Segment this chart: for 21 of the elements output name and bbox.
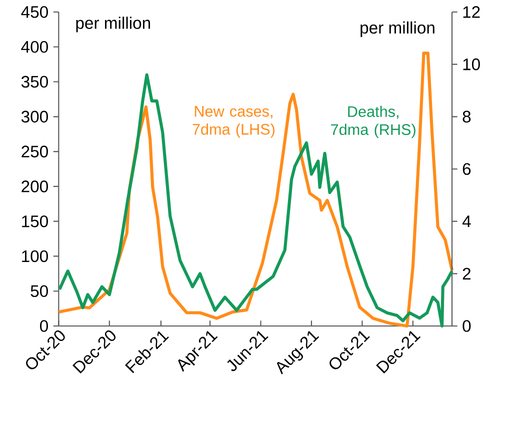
y-tick-label: 250: [22, 146, 48, 158]
y-tick-label: 300: [21, 110, 48, 123]
y-axis-title: per million: [76, 16, 150, 32]
y-tick-label: 350: [21, 76, 48, 88]
y-tick-label: 200: [22, 180, 48, 192]
y-tick-label: 400: [21, 40, 48, 53]
y2-tick-label: 10: [463, 58, 480, 70]
y2-axis-title: per million: [360, 21, 434, 37]
y-tick-label: 100: [22, 250, 48, 262]
y2-tick-label: 4: [462, 216, 471, 228]
y-tick-label: 50: [30, 285, 48, 298]
y2-tick-label: 12: [463, 6, 480, 18]
y2-tick-label: 0: [462, 320, 471, 332]
y-tick-label: 150: [22, 215, 48, 228]
y2-tick-label: 2: [462, 268, 470, 280]
y-tick-label: 0: [40, 320, 48, 332]
y2-tick-label: 6: [462, 163, 471, 175]
series-label: New cases, 7dma (LHS): [192, 106, 274, 138]
series-label: Deaths, 7dma (RHS): [331, 106, 416, 138]
y2-tick-label: 8: [462, 110, 471, 123]
y-tick-label: 450: [21, 6, 48, 18]
